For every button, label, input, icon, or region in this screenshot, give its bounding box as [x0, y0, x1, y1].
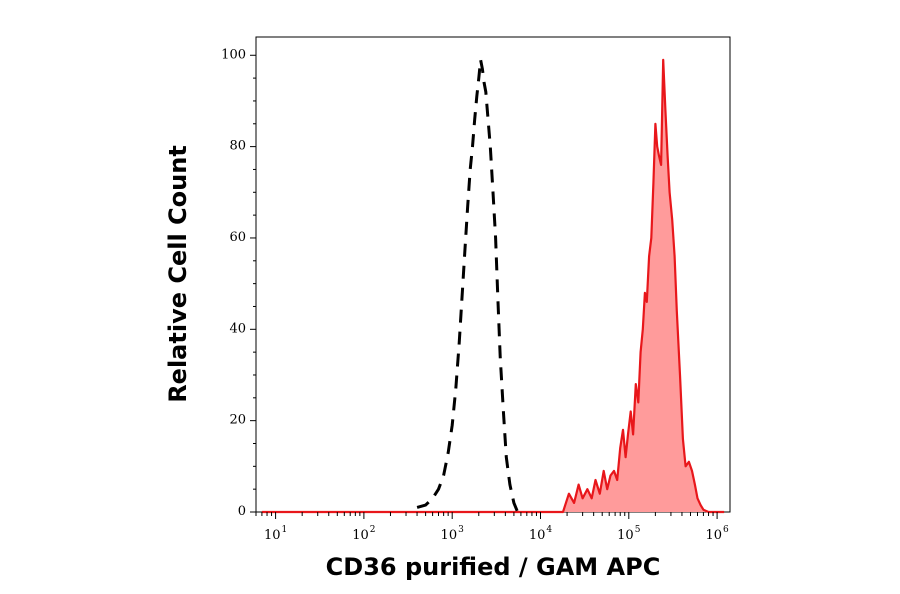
y-tick-label: 60 — [229, 230, 246, 245]
axis-layer: 0 20 40 60 80 100 101 102 103 104 105 106 — [221, 47, 729, 543]
series-area-stained — [261, 59, 725, 513]
x-tick-label: 106 — [705, 525, 729, 543]
x-tick-label: 104 — [529, 525, 553, 543]
y-tick-label: 40 — [229, 321, 246, 336]
y-tick-label: 20 — [229, 413, 246, 428]
x-tick-label: 103 — [441, 525, 465, 543]
series-line-stained — [261, 58, 725, 514]
series-line-control — [416, 58, 519, 513]
y-axis-title: Relative Cell Count — [164, 145, 192, 403]
x-tick-label: 102 — [352, 525, 375, 543]
y-tick-label: 0 — [238, 504, 246, 519]
y-tick-label: 100 — [221, 47, 246, 62]
x-tick-label: 105 — [617, 525, 641, 543]
series-layer — [261, 58, 725, 514]
x-axis-title: CD36 purified / GAM APC — [326, 553, 661, 581]
x-tick-label: 101 — [264, 525, 287, 543]
y-tick-label: 80 — [229, 139, 246, 154]
